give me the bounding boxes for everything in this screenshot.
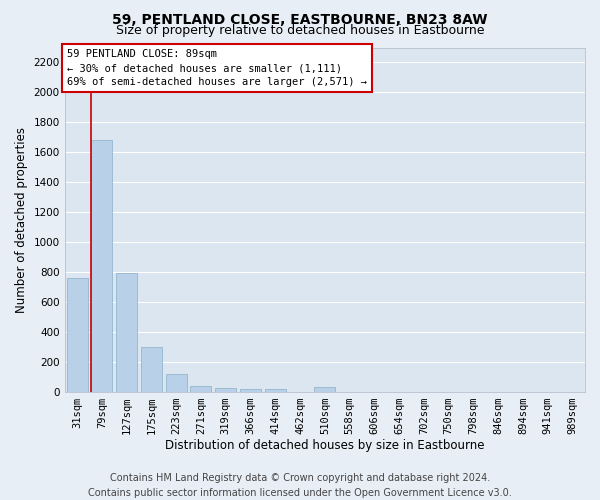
Bar	[190, 386, 211, 392]
Bar	[91, 140, 112, 392]
Bar	[141, 348, 162, 392]
Bar	[265, 388, 286, 392]
X-axis label: Distribution of detached houses by size in Eastbourne: Distribution of detached houses by size …	[165, 440, 485, 452]
Bar	[314, 387, 335, 392]
Bar	[215, 388, 236, 392]
Bar	[116, 274, 137, 392]
Y-axis label: Number of detached properties: Number of detached properties	[15, 126, 28, 312]
Bar	[166, 374, 187, 392]
Bar	[240, 388, 261, 392]
Text: Contains HM Land Registry data © Crown copyright and database right 2024.
Contai: Contains HM Land Registry data © Crown c…	[88, 472, 512, 498]
Text: 59 PENTLAND CLOSE: 89sqm
← 30% of detached houses are smaller (1,111)
69% of sem: 59 PENTLAND CLOSE: 89sqm ← 30% of detach…	[67, 49, 367, 87]
Text: Size of property relative to detached houses in Eastbourne: Size of property relative to detached ho…	[116, 24, 484, 37]
Text: 59, PENTLAND CLOSE, EASTBOURNE, BN23 8AW: 59, PENTLAND CLOSE, EASTBOURNE, BN23 8AW	[112, 12, 488, 26]
Bar	[67, 278, 88, 392]
